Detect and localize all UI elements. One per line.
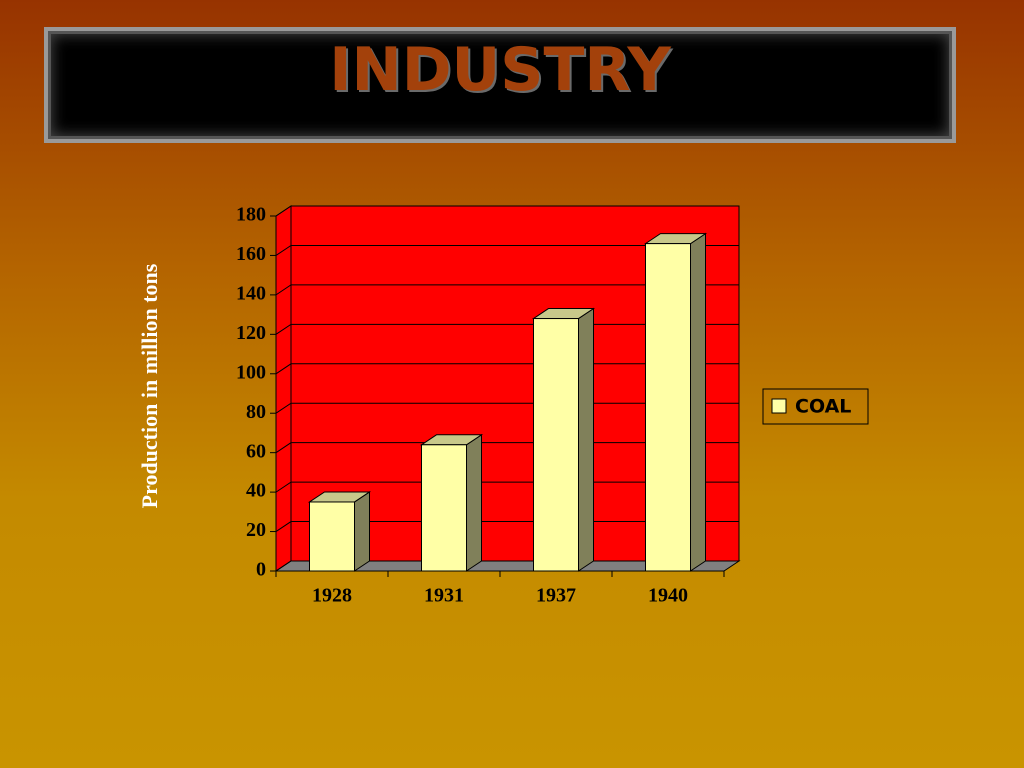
y-tick-label: 180	[236, 204, 266, 226]
side-wall	[275, 205, 292, 572]
bar	[645, 243, 691, 572]
legend-box	[762, 388, 869, 425]
x-tick-label: 1937	[536, 585, 576, 607]
x-tick-label: 1940	[648, 585, 688, 607]
bar-side	[466, 433, 482, 572]
bar	[421, 444, 467, 572]
grid-line	[275, 284, 739, 296]
y-tick-label: 100	[236, 361, 266, 383]
y-tick-label: 160	[236, 243, 266, 265]
y-tick-label: 60	[246, 440, 266, 462]
legend-swatch	[771, 398, 787, 414]
chart-title: INDUSTRY	[329, 35, 671, 105]
bar	[309, 501, 355, 572]
y-tick-label: 80	[246, 401, 266, 423]
y-axis-label: Production in million tons	[137, 263, 162, 508]
bar-side	[690, 232, 706, 572]
title-banner: INDUSTRY	[44, 27, 956, 143]
legend-label: COAL	[795, 396, 851, 418]
bar-side	[578, 307, 594, 572]
grid-line	[275, 244, 739, 256]
x-tick-label: 1928	[312, 585, 352, 607]
bar-side	[354, 491, 370, 572]
y-tick-label: 140	[236, 282, 266, 304]
y-tick-label: 40	[246, 480, 266, 502]
bar	[533, 318, 579, 572]
grid-line	[275, 205, 739, 217]
y-tick-label: 120	[236, 322, 266, 344]
y-tick-label: 20	[246, 519, 266, 541]
y-tick-label: 0	[256, 559, 266, 581]
x-tick-label: 1931	[424, 585, 464, 607]
